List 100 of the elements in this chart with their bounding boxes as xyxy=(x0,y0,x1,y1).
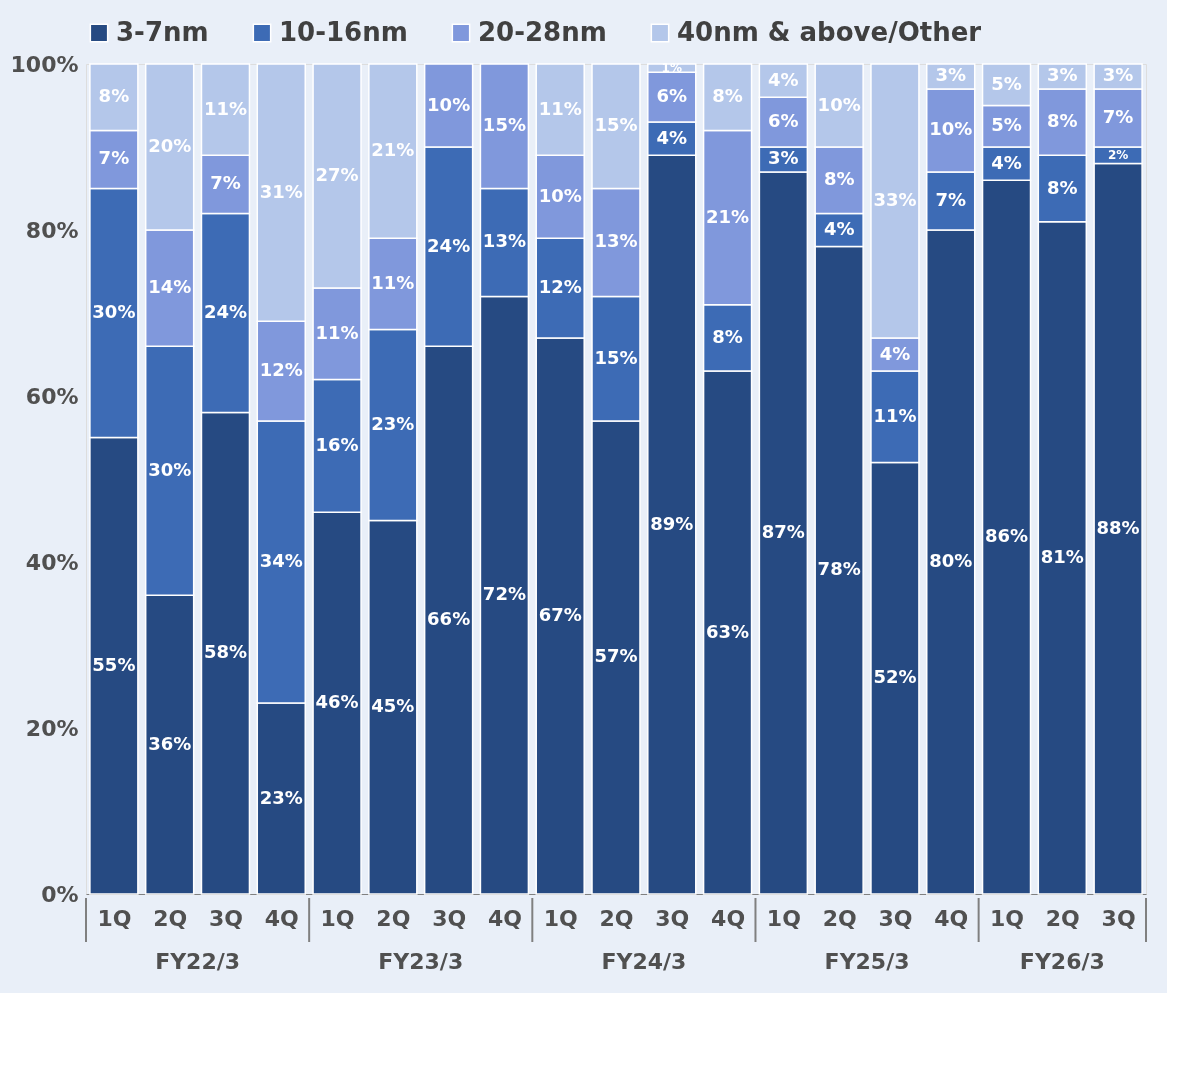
data-label: 7% xyxy=(1102,105,1134,127)
data-label: 12% xyxy=(538,276,582,298)
data-label: 3% xyxy=(1102,64,1134,86)
data-label: 10% xyxy=(817,93,861,115)
data-label: 3% xyxy=(1047,64,1078,86)
data-label: 20% xyxy=(148,135,192,156)
data-label: 7% xyxy=(98,147,130,169)
x-tick-label: 4Q xyxy=(934,905,969,931)
legend-label: 3-7nm xyxy=(116,17,209,47)
data-label: 57% xyxy=(594,645,638,667)
data-label: 15% xyxy=(594,346,638,368)
data-label: 13% xyxy=(482,230,526,252)
data-label: 52% xyxy=(873,666,917,688)
data-label: 5% xyxy=(991,114,1022,136)
x-tick-label: 3Q xyxy=(208,905,243,931)
data-label: 81% xyxy=(1040,545,1084,567)
data-label: 10% xyxy=(929,118,973,140)
data-label: 12% xyxy=(259,359,303,381)
data-label: 11% xyxy=(203,97,248,119)
data-label: 10% xyxy=(538,184,582,206)
data-label: 13% xyxy=(594,230,638,252)
data-label: 30% xyxy=(92,301,136,322)
y-tick-label: 40% xyxy=(25,549,79,575)
data-label: 31% xyxy=(259,180,303,202)
x-tick-label: 3Q xyxy=(878,905,913,931)
data-label: 10% xyxy=(427,93,471,115)
data-label: 23% xyxy=(371,413,415,435)
y-tick-label: 0% xyxy=(41,881,79,907)
data-label: 3% xyxy=(935,64,967,86)
data-label: 8% xyxy=(823,168,855,190)
data-label: 15% xyxy=(594,114,638,136)
data-label: 11% xyxy=(538,97,582,119)
y-tick-label: 80% xyxy=(25,217,79,243)
data-label: 21% xyxy=(371,139,415,161)
data-label: 30% xyxy=(148,458,192,480)
data-label: 4% xyxy=(768,68,799,90)
x-tick-label: 3Q xyxy=(432,905,467,931)
x-tick-label: 1Q xyxy=(97,905,132,931)
x-tick-label: 3Q xyxy=(1101,905,1136,931)
data-label: 11% xyxy=(873,404,917,426)
data-label: 2% xyxy=(1107,148,1129,163)
data-label: 24% xyxy=(427,234,471,256)
legend-label: 10-16nm xyxy=(279,17,408,47)
data-label: 5% xyxy=(991,72,1022,94)
data-label: 8% xyxy=(98,85,130,107)
text: FY23/3 xyxy=(378,949,464,974)
x-tick-label: 1Q xyxy=(320,905,355,931)
data-label: 88% xyxy=(1096,516,1140,538)
data-label: 4% xyxy=(656,126,688,148)
data-label: 78% xyxy=(817,558,861,580)
data-label: 1% xyxy=(661,61,682,76)
data-label: 21% xyxy=(706,205,750,227)
x-tick-label: 2Q xyxy=(822,905,857,931)
data-label: 45% xyxy=(371,695,415,717)
data-label: 11% xyxy=(315,321,359,343)
data-label: 27% xyxy=(315,164,359,186)
data-label: 87% xyxy=(761,520,805,542)
text: FY24/3 xyxy=(601,949,687,974)
legend-label: 40nm & above/Other xyxy=(677,17,982,47)
data-label: 55% xyxy=(92,653,136,675)
x-tick-label: 2Q xyxy=(1045,905,1080,931)
y-tick-label: 100% xyxy=(10,51,79,77)
data-label: 72% xyxy=(482,583,526,605)
text: FY22/3 xyxy=(155,949,241,974)
data-label: 86% xyxy=(984,525,1029,547)
data-label: 63% xyxy=(706,620,750,642)
data-label: 16% xyxy=(315,433,359,455)
data-label: 8% xyxy=(1047,110,1078,132)
data-label: 8% xyxy=(712,85,743,107)
data-label: 36% xyxy=(148,732,192,754)
x-tick-label: 4Q xyxy=(711,905,746,931)
data-label: 66% xyxy=(427,608,471,630)
data-label: 23% xyxy=(259,786,303,808)
data-label: 58% xyxy=(203,641,248,663)
data-label: 7% xyxy=(935,188,967,210)
data-label: 80% xyxy=(929,550,973,571)
data-label: 11% xyxy=(371,271,415,293)
x-tick-label: 2Q xyxy=(599,905,634,931)
data-label: 89% xyxy=(650,512,694,534)
data-label: 6% xyxy=(768,110,799,132)
x-tick-label: 1Q xyxy=(543,905,578,931)
data-label: 33% xyxy=(873,188,917,210)
data-label: 4% xyxy=(879,342,911,364)
data-label: 7% xyxy=(210,172,241,194)
data-label: 14% xyxy=(148,276,192,298)
x-tick-label: 1Q xyxy=(990,905,1025,931)
legend-label: 20-28nm xyxy=(478,17,607,47)
x-tick-label: 2Q xyxy=(376,905,411,931)
data-label: 67% xyxy=(538,603,582,625)
data-label: 3% xyxy=(768,147,799,169)
x-tick-label: 2Q xyxy=(153,905,188,931)
data-label: 15% xyxy=(482,114,526,136)
data-label: 46% xyxy=(315,691,359,713)
y-tick-label: 60% xyxy=(25,383,79,409)
data-label: 34% xyxy=(259,550,303,571)
text: FY25/3 xyxy=(824,949,910,974)
data-label: 4% xyxy=(991,151,1022,173)
x-tick-label: 4Q xyxy=(264,905,299,931)
y-tick-label: 20% xyxy=(25,715,79,741)
x-tick-label: 1Q xyxy=(766,905,801,931)
